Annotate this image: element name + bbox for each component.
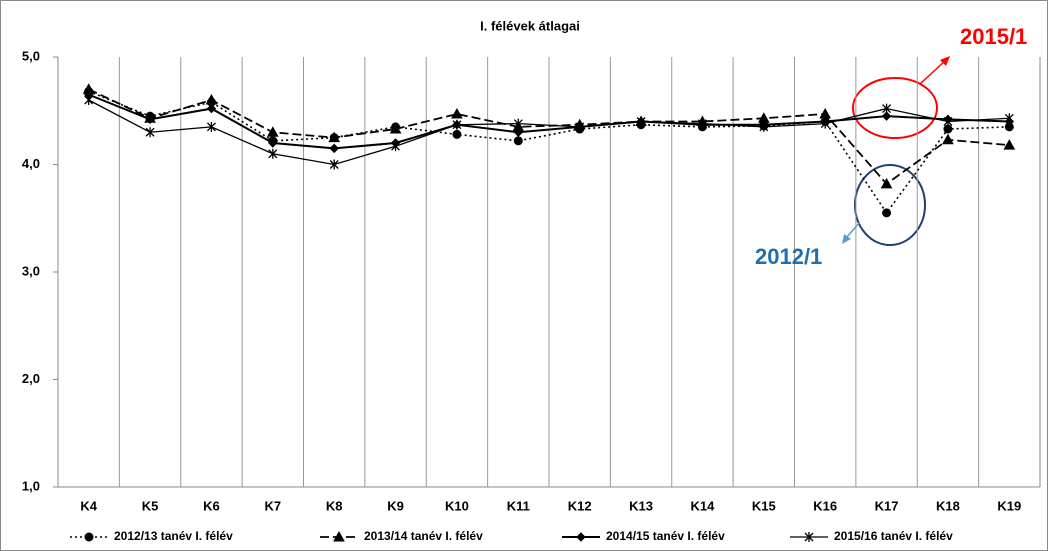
x-tick-label: K7: [265, 498, 282, 513]
arrowhead: [940, 56, 950, 66]
legend-label: 2014/15 tanév I. félév: [606, 529, 725, 543]
y-tick-label: 3,0: [22, 263, 40, 278]
annotation: 2015/1: [960, 24, 1027, 49]
data-point: [329, 159, 339, 170]
arrow: [845, 221, 861, 239]
series-line: [88, 99, 1010, 166]
data-point: [328, 131, 341, 143]
x-tick-label: K4: [80, 498, 97, 513]
x-tick-label: K17: [875, 498, 899, 513]
highlight-ellipse: [852, 77, 938, 139]
legend-marker: [333, 530, 345, 542]
series-line: [88, 90, 1010, 215]
data-point: [1004, 113, 1014, 124]
data-point: [84, 95, 94, 105]
data-point: [206, 121, 216, 132]
data-point: [268, 138, 278, 148]
legend-marker: [576, 532, 586, 542]
data-point: [820, 118, 830, 129]
series-line: [88, 93, 1010, 150]
annotation: 2012/1: [755, 244, 822, 269]
data-point: [697, 118, 707, 129]
y-tick-label: 2,0: [22, 371, 40, 386]
legend-marker: [84, 532, 94, 542]
chart-title: I. félévek átlagai: [480, 18, 580, 33]
x-tick-label: K15: [752, 498, 776, 513]
x-tick-label: K11: [507, 498, 530, 513]
data-point: [513, 127, 524, 137]
data-point: [452, 119, 462, 130]
data-point: [145, 114, 155, 125]
data-point: [880, 177, 893, 189]
x-tick-label: K18: [936, 498, 960, 513]
data-point: [391, 141, 401, 152]
x-tick-label: K8: [326, 498, 343, 513]
data-point: [575, 121, 585, 132]
x-tick-label: K19: [997, 498, 1021, 513]
x-tick-label: K6: [203, 498, 220, 513]
data-point: [268, 148, 278, 159]
data-point: [943, 116, 953, 127]
y-tick-label: 5,0: [22, 48, 40, 63]
data-point: [881, 111, 892, 121]
data-point: [389, 122, 402, 134]
y-tick-label: 4,0: [22, 156, 40, 171]
data-point: [882, 103, 892, 114]
data-point: [145, 127, 155, 138]
x-tick-label: K12: [568, 498, 592, 513]
x-tick-label: K5: [142, 498, 159, 513]
legend-label: 2013/14 tanév I. félév: [364, 529, 483, 543]
x-tick-label: K10: [445, 498, 469, 513]
data-point: [636, 116, 646, 127]
y-tick-label: 1,0: [22, 478, 40, 493]
x-tick-label: K16: [813, 498, 837, 513]
arrowhead: [842, 234, 851, 244]
x-tick-label: K9: [387, 498, 404, 513]
data-point: [882, 208, 892, 218]
data-point: [513, 118, 523, 129]
legend-marker: [804, 532, 814, 542]
legend-label: 2012/13 tanév I. félév: [114, 529, 233, 543]
x-tick-label: K14: [691, 498, 716, 513]
legend-label: 2015/16 tanév I. félév: [834, 529, 953, 543]
data-point: [451, 107, 463, 119]
data-point: [942, 133, 954, 145]
data-point: [329, 143, 339, 154]
x-tick-label: K13: [629, 498, 653, 513]
data-point: [452, 129, 462, 139]
data-point: [266, 126, 279, 137]
data-point: [1003, 139, 1016, 150]
data-point: [206, 103, 217, 114]
data-point: [759, 121, 769, 132]
data-point: [513, 136, 523, 146]
arrow: [919, 59, 947, 85]
highlight-ellipse: [854, 164, 926, 246]
